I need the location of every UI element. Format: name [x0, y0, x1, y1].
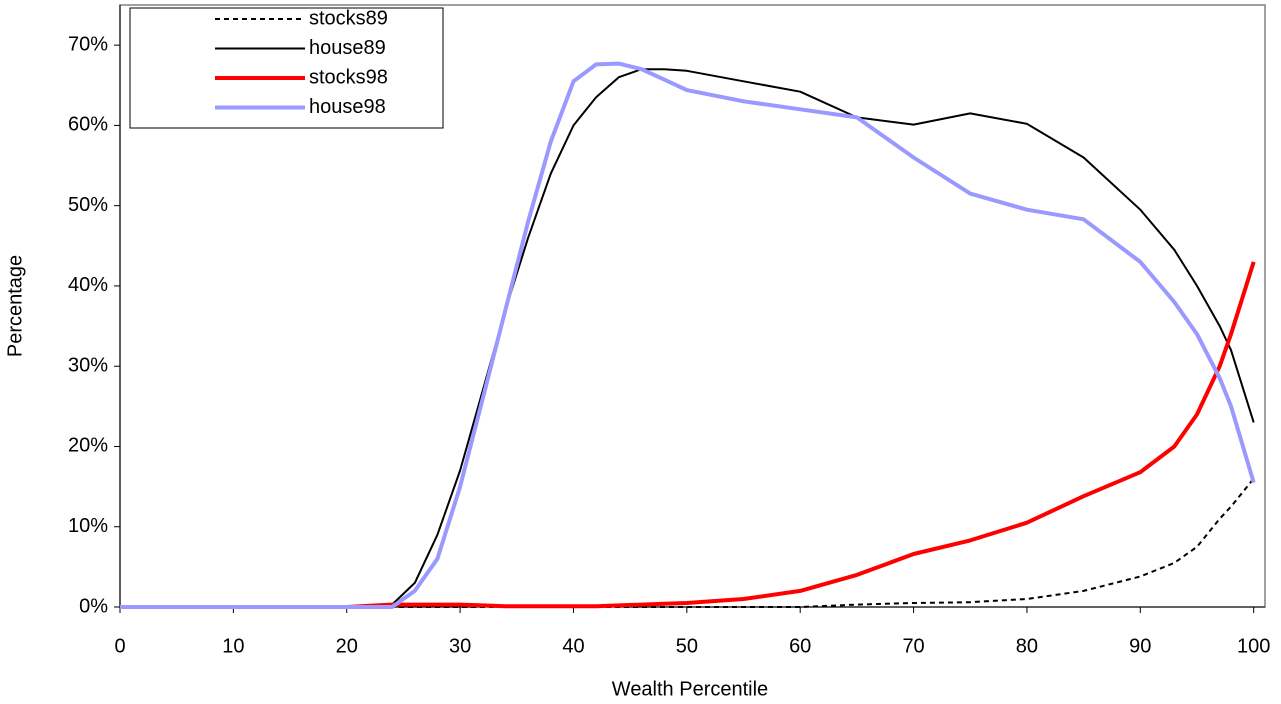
- x-tick-label: 90: [1129, 635, 1151, 657]
- y-tick-label: 20%: [68, 435, 108, 457]
- x-tick-label: 70: [902, 635, 924, 657]
- series-line: [120, 68, 1255, 608]
- series-line: [120, 477, 1255, 608]
- x-tick-label: 50: [676, 635, 698, 657]
- y-tick-label: 70%: [68, 33, 108, 55]
- y-tick-label: 50%: [68, 194, 108, 216]
- y-tick-label: 40%: [68, 274, 108, 296]
- x-tick-label: 0: [114, 635, 125, 657]
- x-tick-label: 20: [336, 635, 358, 657]
- legend-label: house98: [309, 96, 386, 118]
- x-tick-label: 80: [1016, 635, 1038, 657]
- x-tick-label: 40: [562, 635, 584, 657]
- x-axis-label: Wealth Percentile: [612, 678, 768, 700]
- series-line: [120, 261, 1256, 609]
- legend-label: house89: [309, 37, 386, 59]
- x-tick-label: 30: [449, 635, 471, 657]
- y-tick-label: 10%: [68, 515, 108, 537]
- legend-label: stocks98: [309, 66, 388, 88]
- legend-label: stocks89: [309, 7, 388, 29]
- y-tick-label: 0%: [79, 595, 108, 617]
- y-tick-label: 60%: [68, 114, 108, 136]
- series-line: [120, 61, 1256, 609]
- y-axis-label: Percentage: [4, 255, 26, 357]
- legend-box: [129, 7, 444, 129]
- y-tick-label: 30%: [68, 354, 108, 376]
- x-tick-label: 100: [1237, 635, 1270, 657]
- x-tick-label: 60: [789, 635, 811, 657]
- x-tick-label: 10: [222, 635, 244, 657]
